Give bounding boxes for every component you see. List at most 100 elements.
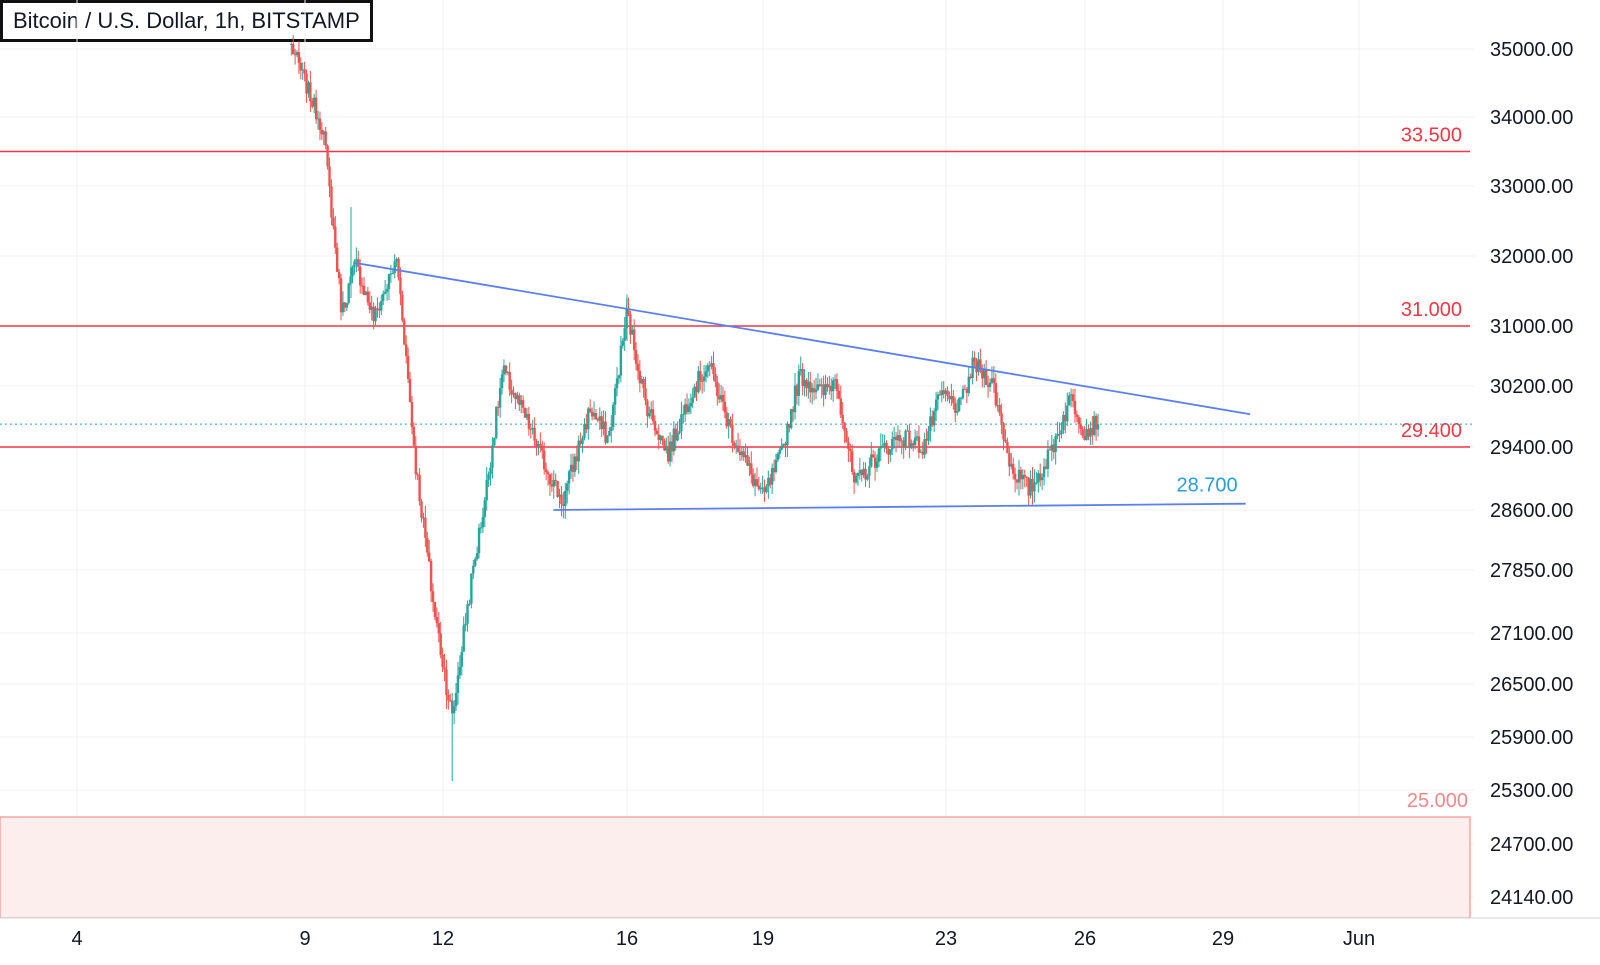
candle-body (376, 308, 379, 310)
candle-body (418, 474, 421, 502)
candle-body (753, 479, 757, 486)
candle-body (950, 396, 953, 400)
candle-body (462, 625, 465, 652)
candle-body (1023, 474, 1026, 477)
candle-body (801, 369, 804, 387)
candle-body (437, 623, 440, 634)
candlestick-series (290, 35, 1100, 782)
candle-body (420, 501, 423, 518)
candle-body (932, 411, 936, 426)
candle-body (687, 406, 691, 413)
candle-body (433, 601, 437, 617)
x-tick-label: 12 (432, 928, 454, 950)
candle-body (644, 388, 647, 401)
candle-body (782, 443, 785, 446)
candle-body (567, 471, 571, 484)
candle-body (426, 537, 429, 553)
candle-body (767, 477, 770, 487)
candle-body (573, 456, 577, 472)
candle-body (1019, 469, 1023, 480)
candle-body (862, 468, 865, 476)
candle-body (466, 604, 469, 624)
candle-body (592, 413, 596, 417)
candle-body (378, 309, 381, 311)
candle-body (608, 430, 611, 436)
candle-body (736, 445, 740, 452)
candle-body (560, 494, 563, 505)
candle-body (533, 427, 536, 441)
candle-body (803, 380, 806, 387)
candle-body (849, 448, 852, 452)
candle-body (460, 651, 463, 667)
candle-body (491, 445, 494, 468)
x-tick-label: 23 (935, 928, 957, 950)
candle-body (965, 389, 969, 393)
candle-body (1017, 469, 1021, 483)
candle-body (1077, 417, 1081, 425)
level-label: 33.500 (1401, 125, 1462, 147)
candle-body (871, 454, 875, 458)
candle-body (912, 443, 915, 446)
candle-body (481, 517, 485, 528)
candle-body (399, 277, 402, 295)
candle-body (1089, 428, 1092, 437)
candle-body (1064, 414, 1067, 422)
candle-body (297, 52, 301, 63)
candle-body (290, 43, 293, 45)
candle-body (546, 472, 550, 475)
candle-body (708, 365, 711, 367)
candle-body (738, 451, 742, 456)
candle-body (380, 300, 383, 311)
candle-body (807, 381, 810, 389)
candle-body (552, 479, 555, 487)
candle-body (424, 517, 427, 538)
candle-body (661, 435, 664, 441)
candle-body (508, 371, 511, 390)
candle-body (569, 464, 573, 472)
candle-body (395, 258, 398, 262)
candle-body (678, 431, 681, 433)
candle-body (904, 430, 907, 447)
candle-body (1011, 463, 1015, 474)
candle-body (719, 395, 723, 400)
x-tick-label: 4 (71, 928, 82, 950)
candle-body (1021, 474, 1025, 480)
candle-body (691, 397, 694, 403)
candle-body (843, 422, 846, 431)
candle-body (330, 186, 333, 218)
candle-body (826, 383, 829, 388)
candle-body (324, 131, 327, 146)
candle-body (301, 69, 304, 71)
candle-body (894, 436, 898, 441)
candle-body (318, 118, 322, 130)
candle-body (339, 278, 343, 313)
candle-body (680, 414, 683, 432)
candle-body (443, 667, 446, 670)
candle-body (873, 457, 877, 468)
candle-body (587, 408, 590, 430)
candle-body (1096, 424, 1100, 430)
y-tick-label: 25900.00 (1490, 727, 1573, 749)
candle-body (397, 258, 400, 278)
candle-body (891, 438, 894, 450)
candle-body (535, 440, 538, 448)
candle-body (938, 394, 942, 396)
candle-body (1042, 466, 1046, 478)
candle-body (981, 369, 984, 379)
candle-body (717, 396, 721, 400)
candle-body (410, 401, 414, 427)
candle-body (416, 474, 419, 476)
candle-body (602, 421, 605, 429)
candle-body (347, 283, 350, 303)
candle-body (631, 329, 634, 335)
candle-body (383, 291, 387, 294)
candle-body (934, 399, 938, 412)
candle-body (992, 378, 996, 384)
candle-body (581, 438, 584, 444)
candle-body (763, 487, 766, 493)
candle-body (475, 553, 479, 560)
candle-body (887, 448, 890, 455)
candle-body (714, 374, 717, 382)
candle-body (385, 288, 389, 292)
